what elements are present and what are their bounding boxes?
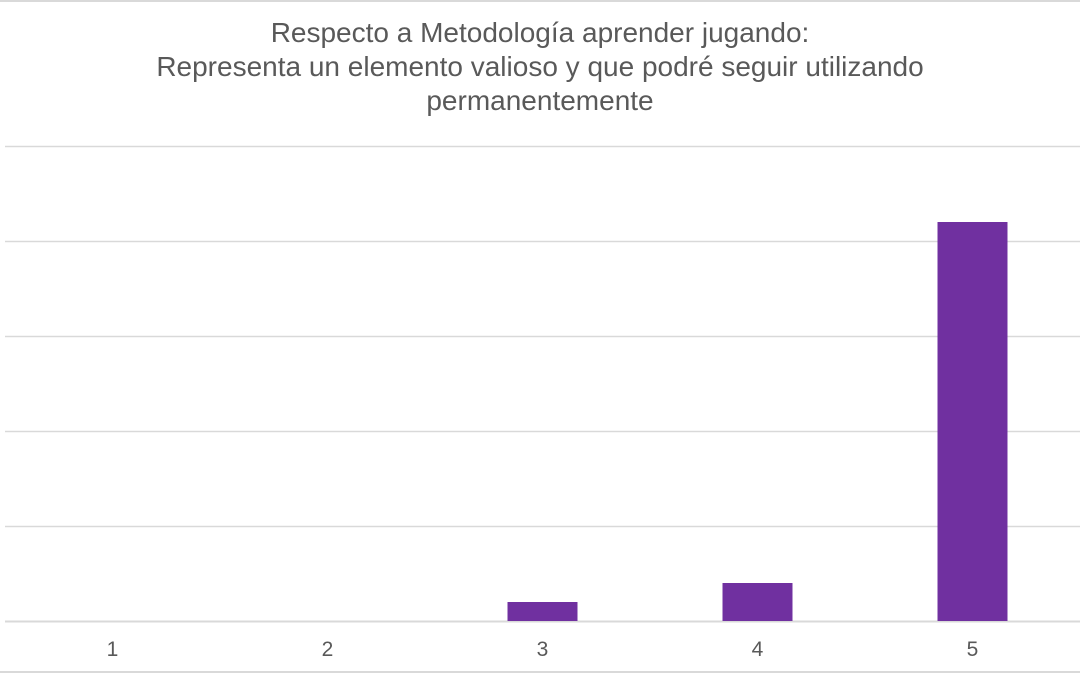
bottom-border (0, 671, 1080, 673)
chart-title-line-2: Representa un elemento valioso y que pod… (156, 51, 924, 82)
x-tick-label: 4 (752, 638, 764, 661)
x-tick-label: 5 (967, 638, 979, 661)
x-tick-label: 1 (107, 638, 119, 661)
x-tick-label: 2 (322, 638, 334, 661)
chart-title-line-3: permanentemente (426, 85, 654, 116)
x-tick-label: 3 (537, 638, 549, 661)
bar-5 (937, 222, 1008, 621)
chart-title-line-1: Respecto a Metodología aprender jugando: (270, 17, 810, 48)
bar-3 (507, 602, 578, 621)
top-border (0, 0, 1080, 2)
bar-4 (722, 583, 793, 621)
chart-title: Respecto a Metodología aprender jugando:… (0, 16, 1080, 118)
